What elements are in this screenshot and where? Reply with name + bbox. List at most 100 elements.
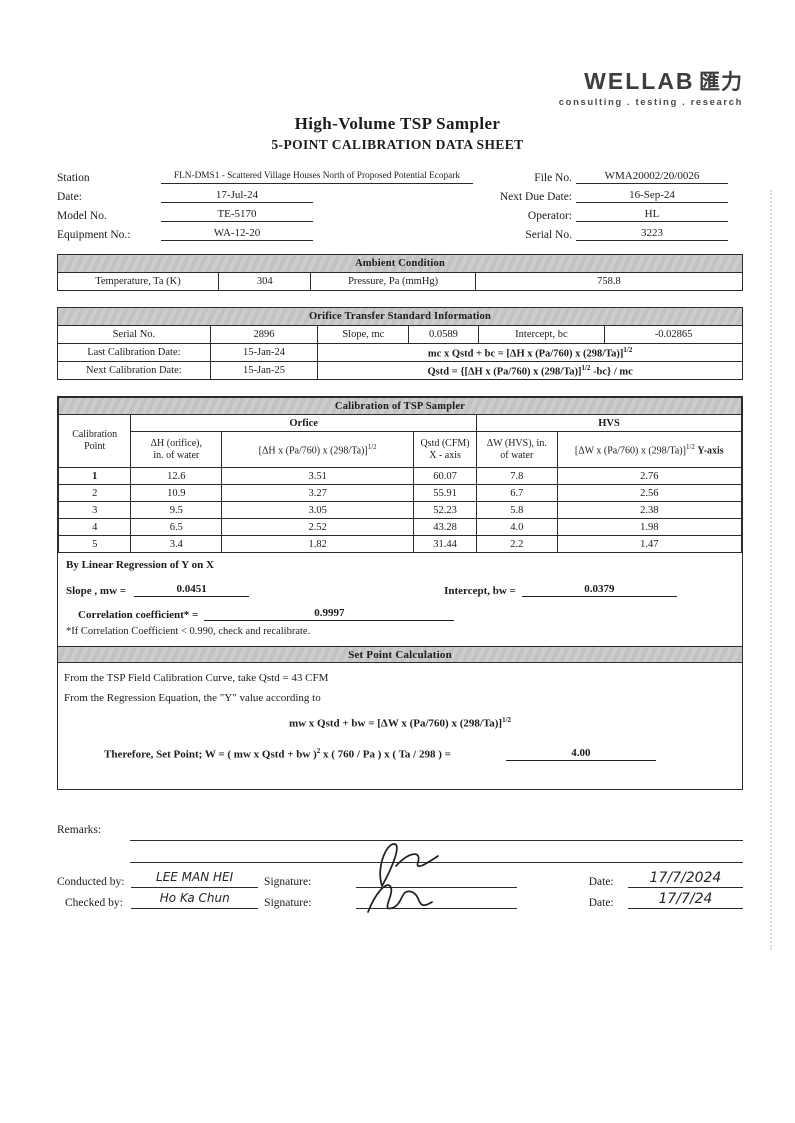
col-dh-corrected: [ΔH x (Pa/760) x (298/Ta)]1/2 (221, 431, 415, 468)
temperature-label: Temperature, Ta (K) (57, 272, 219, 291)
conducted-date: 17/7/2024 (627, 870, 744, 888)
document-title: High-Volume TSP Sampler (294, 114, 501, 133)
col-qstd-x-axis: Qstd (CFM) X - axis (413, 431, 477, 468)
temperature-value: 304 (217, 272, 312, 291)
set-point-line-2: From the Regression Equation, the "Y" va… (64, 692, 321, 704)
checked-by-row: Checked by: Ho Ka Chun Signature: Date: … (57, 891, 743, 909)
date-label-1: Date: (588, 876, 614, 888)
correlation-row: Correlation coefficient* = 0.9997 (66, 601, 734, 621)
dw-corr-cell: 2.76 (556, 467, 743, 485)
next-cal-label: Next Calibration Date: (57, 361, 211, 380)
equipment-label: Equipment No.: (57, 229, 131, 241)
set-point-formula-text: mw x Qstd + bw = [ΔW x (Pa/760) x (298/T… (288, 717, 503, 730)
wellab-logo: WELLAB 匯力 consulting . testing . researc… (559, 66, 743, 108)
conducted-by-label: Conducted by: (57, 876, 125, 888)
serial-value: 3223 (576, 226, 728, 241)
group-hvs: HVS (475, 414, 743, 432)
result-tail: x ( 760 / Pa ) x ( Ta / 298 ) = (320, 748, 451, 761)
pressure-label: Pressure, Pa (mmHg) (310, 272, 476, 291)
operator-label: Operator: (527, 210, 572, 222)
conducted-signature (379, 843, 439, 887)
operator-value: HL (576, 207, 728, 222)
intercept-label: Intercept, bw = (444, 585, 516, 597)
orifice-standard-table: Orifice Transfer Standard Information Se… (57, 307, 743, 380)
header-fields-left: Station FLN-DMS1 - Scattered Village Hou… (57, 165, 473, 241)
last-cal-value: 15-Jan-24 (209, 343, 319, 362)
calibration-row-1: 1 12.6 3.51 60.07 7.8 2.76 (57, 467, 743, 485)
model-value: TE-5170 (161, 207, 313, 222)
formula-2-sup: 1/2 (581, 363, 591, 372)
conducted-by-row: Conducted by: LEE MAN HEI Signature: Dat… (57, 870, 744, 888)
orifice-last-cal-row: Last Calibration Date: 15-Jan-24 mc x Qs… (57, 343, 743, 362)
col-dw-corrected-text: [ΔW x (Pa/760) x (298/Ta)] (574, 445, 686, 457)
set-point-body: From the TSP Field Calibration Curve, ta… (58, 663, 742, 766)
set-point-result-label: Therefore, Set Point; W = ( mw x Qstd + … (104, 747, 451, 761)
dw-corr-cell: 2.56 (556, 484, 743, 502)
date-value: 17-Jul-24 (161, 188, 313, 203)
station-field: Station FLN-DMS1 - Scattered Village Hou… (57, 165, 473, 184)
dh-cell: 6.5 (130, 518, 223, 536)
dh-cell: 3.4 (130, 535, 223, 553)
file-label: File No. (534, 172, 572, 184)
dh-cell: 10.9 (130, 484, 223, 502)
dw-cell: 6.7 (475, 484, 558, 502)
slope-value: 0.0451 (134, 582, 250, 597)
serial-label: Serial No. (525, 229, 572, 241)
qstd-cell: 55.91 (413, 484, 477, 502)
conducted-name-handwriting: LEE MAN HEI (156, 870, 234, 884)
file-value: WMA20002/20/0026 (576, 169, 728, 184)
checked-by-label: Checked by: (65, 897, 123, 909)
date-label: Date: (57, 191, 82, 203)
calibration-subheader-row: ΔH (orifice), in. of water [ΔH x (Pa/760… (59, 431, 743, 468)
orifice-table-title: Orifice Transfer Standard Information (57, 307, 743, 326)
orifice-serial-value: 2896 (209, 325, 319, 344)
ambient-table-title: Ambient Condition (57, 254, 743, 273)
set-point-line-1: From the TSP Field Calibration Curve, ta… (64, 672, 329, 684)
orifice-intercept-label: Intercept, bc (477, 325, 606, 344)
set-point-formula: mw x Qstd + bw = [ΔW x (Pa/760) x (298/T… (64, 716, 736, 730)
calibration-row-5: 5 3.4 1.82 31.44 2.2 1.47 (57, 535, 743, 553)
dw-cell: 2.2 (475, 535, 558, 553)
next-cal-value: 15-Jan-25 (209, 361, 319, 380)
point-cell: 5 (57, 535, 132, 553)
logo-cjk-text: 匯力 (699, 71, 743, 94)
dh-corr-cell: 3.51 (221, 467, 415, 485)
dh-corr-cell: 2.52 (221, 518, 415, 536)
operator-field: Operator: HL (458, 203, 734, 222)
qstd-cell: 31.44 (413, 535, 477, 553)
signature-label-2: Signature: (264, 897, 312, 909)
orifice-serial-row: Serial No. 2896 Slope, mc 0.0589 Interce… (57, 325, 743, 344)
linear-regression-section: By Linear Regression of Y on X Slope , m… (58, 553, 742, 646)
file-field: File No. WMA20002/20/0026 (458, 165, 734, 184)
calibration-row-2: 2 10.9 3.27 55.91 6.7 2.56 (57, 484, 743, 502)
checked-by-name: Ho Ka Chun (131, 891, 259, 909)
orifice-serial-label: Serial No. (57, 325, 211, 344)
point-cell: 3 (57, 501, 132, 519)
dw-corr-cell: 2.38 (556, 501, 743, 519)
set-point-result-row: Therefore, Set Point; W = ( mw x Qstd + … (64, 746, 736, 761)
station-value: FLN-DMS1 - Scattered Village Houses Nort… (161, 169, 473, 184)
conducted-date-handwriting: 17/7/2024 (649, 870, 722, 886)
conducted-by-name: LEE MAN HEI (131, 870, 259, 888)
logo-brand-text: WELLAB (584, 68, 695, 94)
signature-label-1: Signature: (264, 876, 312, 888)
dh-cell: 12.6 (130, 467, 223, 485)
checked-name-handwriting: Ho Ka Chun (159, 891, 230, 905)
dw-cell: 7.8 (475, 467, 558, 485)
checked-date-handwriting: 17/7/24 (658, 891, 713, 907)
scan-artifact-line (770, 190, 772, 950)
formula-2-text: Qstd = {[ΔH x (Pa/760) x (298/Ta)] (427, 366, 582, 378)
remarks-line-1 (130, 840, 743, 841)
serial-field: Serial No. 3223 (458, 222, 734, 241)
col-dh-corrected-text: [ΔH x (Pa/760) x (298/Ta)] (258, 445, 368, 457)
orifice-formula-1: mc x Qstd + bc = [ΔH x (Pa/760) x (298/T… (317, 343, 743, 362)
formula-2-tail: -bc} / mc (590, 366, 633, 378)
remarks-label: Remarks: (57, 824, 102, 836)
equipment-field: Equipment No.: WA-12-20 (57, 222, 473, 241)
orifice-slope-label: Slope, mc (317, 325, 410, 344)
next-due-label: Next Due Date: (499, 191, 572, 203)
calibration-table: Calibration of TSP Sampler Calibration P… (57, 397, 743, 553)
model-label: Model No. (57, 210, 107, 222)
ambient-condition-table: Ambient Condition Temperature, Ta (K) 30… (57, 254, 744, 291)
